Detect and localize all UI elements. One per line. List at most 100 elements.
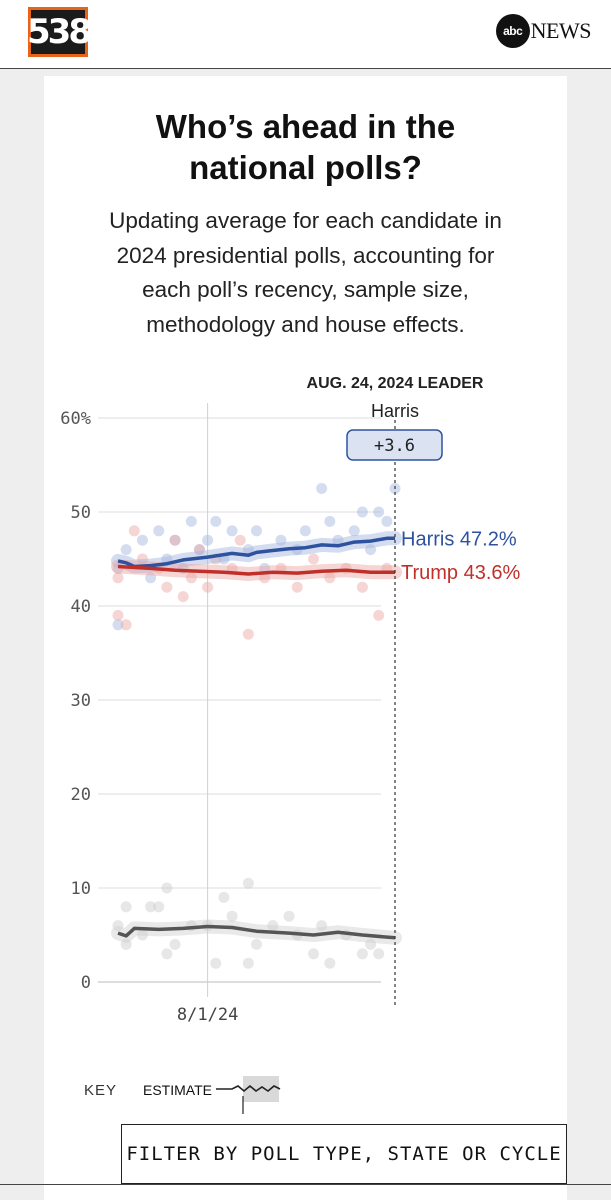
grid-lines (98, 403, 381, 997)
poll-dot-trump (161, 581, 173, 593)
chart-key: KEY ESTIMATE (84, 1076, 281, 1114)
y-tick-label-60: 60% (60, 409, 91, 429)
poll-dot-harris (210, 515, 222, 527)
key-uncertainty-band (243, 1076, 279, 1102)
poll-dot-trump (177, 591, 189, 603)
y-tick-label-30: 30 (71, 691, 91, 711)
filter-button[interactable]: FILTER BY POLL TYPE, STATE OR CYCLE (121, 1124, 567, 1184)
poll-dot-trump (112, 572, 124, 584)
poll-dot-harris (332, 534, 344, 546)
poll-dot-harris (299, 525, 311, 537)
poll-dot-trump (136, 553, 148, 565)
poll-dot-harris (251, 525, 262, 537)
poll-dot-trump (169, 534, 181, 546)
poll-dot-other (283, 910, 295, 922)
subtitle-line-2: 2024 presidential polls, accounting for (116, 242, 495, 268)
y-tick-label-50: 50 (71, 503, 91, 523)
poll-dot-other (316, 920, 328, 932)
leader-margin-badge (346, 429, 443, 461)
poll-dot-harris (381, 515, 393, 527)
poll-dot-other (169, 938, 181, 950)
poll-dot-other (120, 901, 132, 913)
end-labels: Harris 47.2% Trump 43.6% (401, 528, 521, 584)
poll-dot-other (251, 938, 262, 950)
poll-dot-trump (202, 581, 214, 593)
poll-dot-harris (242, 544, 254, 556)
page-subtitle: Updating average for each candidate in 2… (0, 204, 611, 342)
filter-button-label: FILTER BY POLL TYPE, STATE OR CYCLE (126, 1143, 562, 1165)
poll-dot-harris (316, 483, 328, 494)
poll-dot-trump (193, 544, 205, 556)
logo-538[interactable]: 538 (27, 7, 92, 57)
poll-dot-trump (356, 581, 368, 593)
poll-dot-trump (112, 609, 124, 621)
poll-dot-harris (120, 544, 132, 556)
poll-dot-other (136, 929, 148, 941)
end-label-harris: Harris 47.2% (401, 528, 517, 550)
chart-card (44, 76, 567, 1200)
poll-dot-other (373, 948, 385, 960)
polling-average-chart[interactable]: 0 10 20 30 40 50 60% 8/1/24 AUG. 24, 2024 LEADE… (0, 360, 611, 1120)
poll-dot-harris (185, 515, 197, 527)
poll-dot-trump (259, 572, 271, 584)
poll-dot-other (218, 891, 230, 903)
poll-dot-trump (291, 581, 303, 593)
poll-dot-harris (202, 534, 214, 546)
key-estimate-label: ESTIMATE (143, 1082, 212, 1098)
axis-labels: 0 10 20 30 40 50 60% 8/1/24 (60, 409, 238, 1025)
poll-dot-harris (365, 544, 377, 556)
bottom-divider (0, 1184, 611, 1185)
poll-dot-other (324, 957, 336, 969)
poll-dot-trump (373, 609, 385, 621)
page-title: Who’s ahead in the national polls? (0, 106, 611, 188)
y-tick-label-40: 40 (71, 597, 91, 617)
poll-dot-other (242, 877, 254, 889)
poll-dot-other (242, 957, 254, 969)
subtitle-line-1: Updating average for each candidate in (109, 208, 502, 233)
poll-dot-trump (324, 572, 336, 584)
poll-dot-harris (373, 506, 385, 518)
title-line-2: national polls? (189, 149, 422, 186)
leader-name: Harris (371, 401, 419, 421)
poll-dot-harris (275, 534, 287, 546)
poll-dot-other (365, 938, 377, 950)
series-line-harris (117, 536, 395, 569)
key-estimate-line (216, 1084, 281, 1093)
poll-dot-trump (234, 534, 246, 546)
poll-dot-harris (356, 506, 368, 518)
poll-dot-harris (169, 534, 181, 546)
y-tick-label-20: 20 (71, 785, 91, 805)
x-tick-label: 8/1/24 (177, 1005, 238, 1025)
poll-dot-trump (185, 572, 197, 584)
poll-dot-other (145, 901, 157, 913)
poll-dot-other (161, 882, 173, 894)
poll-dot-other (112, 920, 124, 932)
end-label-trump: Trump 43.6% (401, 562, 521, 584)
poll-dot-other (161, 948, 173, 960)
poll-dot-harris (226, 525, 238, 537)
leader-heading: AUG. 24, 2024 LEADER (307, 375, 484, 392)
subtitle-line-3: each poll’s recency, sample size, (142, 277, 469, 302)
poll-dot-trump (128, 525, 140, 537)
poll-dot-harris (324, 515, 336, 527)
poll-dot-trump (308, 553, 320, 565)
abc-text: abc (503, 24, 523, 38)
poll-dot-trump (242, 628, 254, 640)
series-line-trump (117, 564, 395, 576)
leader-margin-value: +3.6 (374, 436, 415, 456)
poll-dot-other (308, 948, 320, 960)
poll-dot-harris (112, 619, 124, 631)
poll-dot-other (120, 938, 132, 950)
poll-dot-harris (153, 525, 165, 537)
logo-text: 538 (27, 12, 92, 52)
leader-annotation: AUG. 24, 2024 LEADER Harris +3.6 (307, 375, 484, 1008)
subtitle-line-4: methodology and house effects. (146, 311, 465, 337)
y-tick-label-0: 0 (81, 973, 91, 993)
poll-dots (112, 483, 401, 969)
poll-dot-other (226, 910, 238, 922)
abc-circle-logo: abc (495, 14, 530, 48)
poll-dot-other (356, 948, 368, 960)
poll-dot-harris (193, 544, 205, 556)
abc-news-logo[interactable]: abc NEWS (495, 14, 592, 48)
title-line-1: Who’s ahead in the (155, 108, 456, 145)
